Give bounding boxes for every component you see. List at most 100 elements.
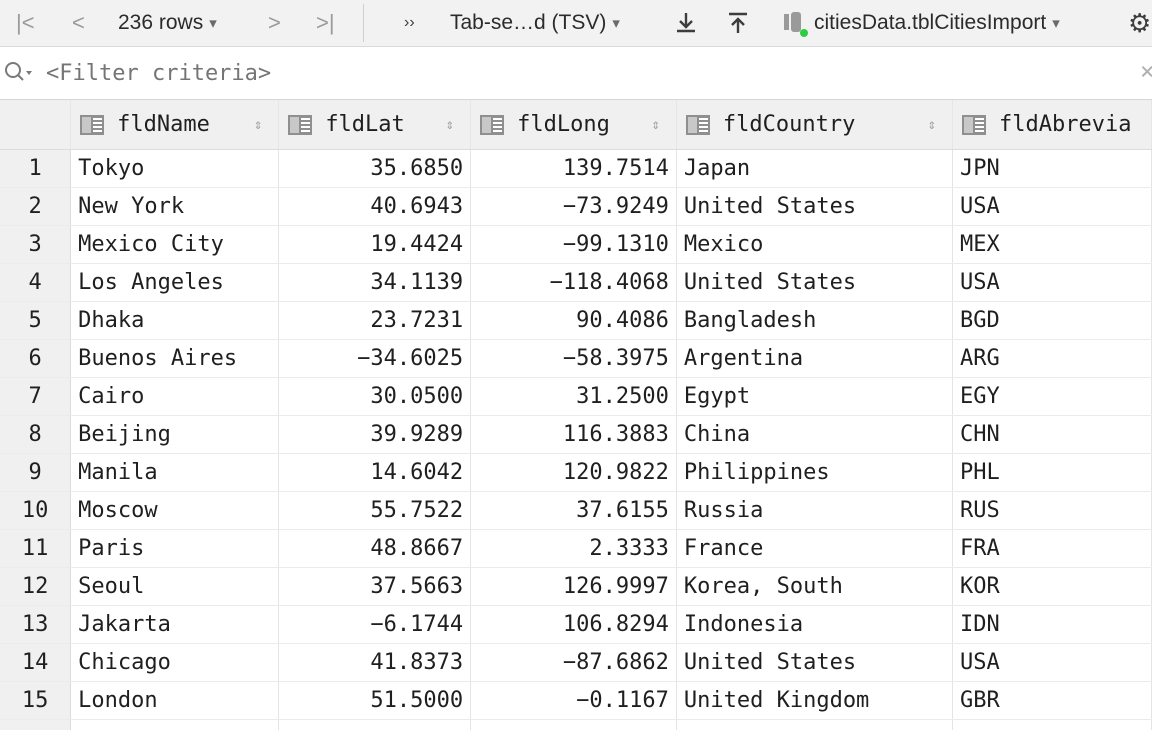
cell-fldabrevia[interactable]: FRA xyxy=(952,529,1152,568)
cell-fldcountry[interactable]: Mexico xyxy=(676,225,954,264)
table-row[interactable]: 14 Chicago 41.8373 −87.6862 United States USA xyxy=(0,643,1152,682)
more-button[interactable]: ›› xyxy=(404,0,415,46)
cell-fldlong[interactable]: 37.6155 xyxy=(470,491,677,530)
cell-fldabrevia[interactable]: USA xyxy=(952,263,1152,302)
table-row[interactable]: 11 Paris 48.8667 2.3333 France FRA xyxy=(0,529,1152,568)
table-row[interactable]: 3 Mexico City 19.4424 −99.1310 Mexico MEX xyxy=(0,225,1152,264)
cell-fldcountry[interactable]: United States xyxy=(676,187,954,226)
table-row[interactable]: 12 Seoul 37.5663 126.9997 Korea, South KOR xyxy=(0,567,1152,606)
next-page-button[interactable]: > xyxy=(268,0,281,46)
sort-icon[interactable]: ⇕ xyxy=(253,116,263,133)
cell-fldname[interactable]: Jakarta xyxy=(70,605,280,644)
cell-fldlat[interactable]: 37.5663 xyxy=(278,567,472,606)
sort-icon[interactable]: ⇕ xyxy=(651,116,660,133)
cell-fldcountry[interactable]: United States xyxy=(676,643,954,682)
table-row[interactable]: 9 Manila 14.6042 120.9822 Philippines PHL xyxy=(0,453,1152,492)
cell-fldlong[interactable]: 106.8294 xyxy=(470,605,677,644)
cell-fldlat[interactable]: 14.6042 xyxy=(278,453,472,492)
table-row[interactable]: 8 Beijing 39.9289 116.3883 China CHN xyxy=(0,415,1152,454)
cell-fldlat[interactable]: 39.9289 xyxy=(278,415,472,454)
column-header-fldname[interactable]: fldName ⇕ xyxy=(70,100,280,150)
cell-fldcountry[interactable]: Russia xyxy=(676,491,954,530)
cell-fldabrevia[interactable]: GBR xyxy=(952,681,1152,720)
table-selector-dropdown[interactable]: citiesData.tblCitiesImport ▾ xyxy=(778,0,1060,46)
cell-fldlong[interactable]: −118.4068 xyxy=(470,263,677,302)
row-number[interactable]: 2 xyxy=(0,187,72,226)
cell-fldname[interactable]: Dhaka xyxy=(70,301,280,340)
cell-fldabrevia[interactable]: PHL xyxy=(952,453,1152,492)
cell-fldlat[interactable]: 41.8373 xyxy=(278,643,472,682)
cell-fldlat[interactable]: 40.6943 xyxy=(278,187,472,226)
cell-fldabrevia[interactable]: ARG xyxy=(952,339,1152,378)
cell-fldlat[interactable]: 55.7522 xyxy=(278,491,472,530)
cell-fldname[interactable]: Tokyo xyxy=(70,149,280,188)
cell-fldlong[interactable]: −99.1310 xyxy=(470,225,677,264)
search-icon[interactable] xyxy=(2,59,34,87)
cell-fldabrevia[interactable]: JPN xyxy=(952,149,1152,188)
cell-fldlat[interactable]: −6.1744 xyxy=(278,605,472,644)
row-number[interactable]: 13 xyxy=(0,605,72,644)
cell-fldlat[interactable]: 23.7231 xyxy=(278,301,472,340)
first-page-button[interactable]: |< xyxy=(16,0,35,46)
cell-fldlong[interactable]: 2.3333 xyxy=(470,529,677,568)
download-button[interactable] xyxy=(672,0,700,46)
row-number[interactable]: 5 xyxy=(0,301,72,340)
cell-fldname[interactable]: Chicago xyxy=(70,643,280,682)
row-number[interactable]: 4 xyxy=(0,263,72,302)
column-header-fldlat[interactable]: fldLat ⇕ xyxy=(278,100,472,150)
table-row[interactable]: 2 New York 40.6943 −73.9249 United States USA xyxy=(0,187,1152,226)
cell-fldlat[interactable]: 30.0500 xyxy=(278,377,472,416)
cell-fldname[interactable]: Mexico City xyxy=(70,225,280,264)
cell-fldabrevia[interactable]: USA xyxy=(952,643,1152,682)
cell-fldname[interactable]: Moscow xyxy=(70,491,280,530)
table-row[interactable]: 6 Buenos Aires −34.6025 −58.3975 Argentina AR… xyxy=(0,339,1152,378)
cell-fldname[interactable]: New York xyxy=(70,187,280,226)
sort-icon[interactable]: ⇕ xyxy=(445,116,455,133)
cell-fldlat[interactable]: 48.8667 xyxy=(278,529,472,568)
table-row[interactable]: 1 Tokyo 35.6850 139.7514 Japan JPN xyxy=(0,149,1152,188)
cell-fldname[interactable]: Paris xyxy=(70,529,280,568)
row-number[interactable]: 6 xyxy=(0,339,72,378)
cell-fldlong[interactable]: −58.3975 xyxy=(470,339,677,378)
table-row[interactable]: 10 Moscow 55.7522 37.6155 Russia RUS xyxy=(0,491,1152,530)
cell-fldabrevia[interactable]: BGD xyxy=(952,301,1152,340)
upload-button[interactable] xyxy=(724,0,752,46)
cell-fldname[interactable]: Buenos Aires xyxy=(70,339,280,378)
cell-fldabrevia[interactable]: IDN xyxy=(952,605,1152,644)
cell-fldlong[interactable]: 139.7514 xyxy=(470,149,677,188)
row-number[interactable]: 8 xyxy=(0,415,72,454)
cell-fldlat[interactable]: 51.5000 xyxy=(278,681,472,720)
filter-input[interactable] xyxy=(44,55,1128,91)
cell-fldlong[interactable]: 90.4086 xyxy=(470,301,677,340)
cell-fldabrevia[interactable]: MEX xyxy=(952,225,1152,264)
cell-fldlong[interactable]: −0.1167 xyxy=(470,681,677,720)
cell-fldcountry[interactable]: Egypt xyxy=(676,377,954,416)
cell-fldcountry[interactable]: China xyxy=(676,415,954,454)
cell-fldabrevia[interactable]: USA xyxy=(952,187,1152,226)
column-header-fldcountry[interactable]: fldCountry ⇕ xyxy=(676,100,954,150)
row-number[interactable]: 7 xyxy=(0,377,72,416)
cell-fldlong[interactable]: 120.9822 xyxy=(470,453,677,492)
last-page-button[interactable]: >| xyxy=(316,0,335,46)
cell-fldlat[interactable]: −34.6025 xyxy=(278,339,472,378)
table-row[interactable]: 7 Cairo 30.0500 31.2500 Egypt EGY xyxy=(0,377,1152,416)
cell-fldcountry[interactable]: Philippines xyxy=(676,453,954,492)
cell-fldcountry[interactable]: Indonesia xyxy=(676,605,954,644)
cell-fldabrevia[interactable]: CHN xyxy=(952,415,1152,454)
column-header-fldlong[interactable]: fldLong ⇕ xyxy=(470,100,677,150)
cell-fldlong[interactable]: 31.2500 xyxy=(470,377,677,416)
cell-fldlat[interactable]: 19.4424 xyxy=(278,225,472,264)
cell-fldname[interactable]: Seoul xyxy=(70,567,280,606)
table-row[interactable]: 15 London 51.5000 −0.1167 United Kingdom GBR xyxy=(0,681,1152,720)
cell-fldlong[interactable]: 116.3883 xyxy=(470,415,677,454)
cell-fldlat[interactable]: 35.6850 xyxy=(278,149,472,188)
previous-page-button[interactable]: < xyxy=(72,0,85,46)
column-header-fldabrevia[interactable]: fldAbrevia xyxy=(952,100,1152,150)
cell-fldcountry[interactable]: Japan xyxy=(676,149,954,188)
cell-fldabrevia[interactable]: EGY xyxy=(952,377,1152,416)
export-format-dropdown[interactable]: Tab-se…d (TSV) ▾ xyxy=(450,0,620,46)
row-number[interactable]: 15 xyxy=(0,681,72,720)
row-number[interactable]: 1 xyxy=(0,149,72,188)
cell-fldcountry[interactable]: Bangladesh xyxy=(676,301,954,340)
table-row[interactable]: 13 Jakarta −6.1744 106.8294 Indonesia IDN xyxy=(0,605,1152,644)
